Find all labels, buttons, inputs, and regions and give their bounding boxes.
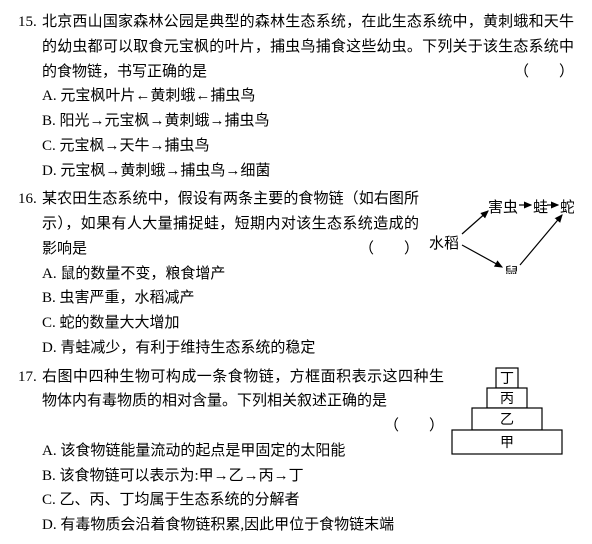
question-stem: 15. 北京西山国家森林公园是典型的森林生态系统，在此生态系统中，黄刺蛾和天牛的…: [18, 10, 574, 84]
options-list: A. 元宝枫叶片←黄刺蛾←捕虫鸟 B. 阳光→元宝枫→黄刺蛾→捕虫鸟 C. 元宝…: [18, 84, 574, 183]
question-number: 15.: [18, 10, 42, 84]
option-b: B. 虫害严重，水稻减产: [42, 286, 574, 311]
question-16: 16. 某农田生态系统中，假设有两条主要的食物链（如右图所示），如果有人大量捕捉…: [18, 187, 574, 360]
foodweb-svg: 水稻 害虫蛙蛇鼠: [426, 189, 574, 274]
svg-text:蛙: 蛙: [533, 199, 548, 216]
svg-text:丁: 丁: [500, 371, 514, 386]
svg-text:水稻: 水稻: [429, 235, 459, 252]
question-15: 15. 北京西山国家森林公园是典型的森林生态系统，在此生态系统中，黄刺蛾和天牛的…: [18, 10, 574, 183]
svg-text:蛇: 蛇: [560, 199, 574, 216]
option-d: D. 青蛙减少，有利于维持生态系统的稳定: [42, 336, 574, 361]
question-number: 17.: [18, 365, 42, 439]
question-17: 17. 右图中四种生物可构成一条食物链，方框面积表示这四种生物体内有毒物质的相对…: [18, 365, 574, 538]
question-stem: 16. 某农田生态系统中，假设有两条主要的食物链（如右图所示），如果有人大量捕捉…: [18, 187, 574, 261]
pyramid-diagram: 丁丙乙甲: [449, 365, 564, 465]
question-stem: 17. 右图中四种生物可构成一条食物链，方框面积表示这四种生物体内有毒物质的相对…: [18, 365, 574, 439]
svg-text:乙: 乙: [500, 411, 514, 427]
stem-content: 右图中四种生物可构成一条食物链，方框面积表示这四种生物体内有毒物质的相对含量。下…: [42, 369, 444, 410]
stem-content: 北京西山国家森林公园是典型的森林生态系统，在此生态系统中，黄刺蛾和天牛的幼虫都可…: [42, 14, 574, 80]
option-d: D. 有毒物质会沿着食物链积累,因此甲位于食物链末端: [42, 513, 574, 538]
question-text: 北京西山国家森林公园是典型的森林生态系统，在此生态系统中，黄刺蛾和天牛的幼虫都可…: [42, 10, 574, 84]
svg-text:甲: 甲: [500, 435, 514, 450]
options-list: A. 鼠的数量不变，粮食增产 B. 虫害严重，水稻减产 C. 蛇的数量大大增加 …: [18, 262, 574, 361]
question-number: 16.: [18, 187, 42, 261]
answer-paren: （ ）: [514, 60, 574, 85]
pyramid-svg: 丁丙乙甲: [449, 365, 564, 465]
option-c: C. 元宝枫→天牛→捕虫鸟: [42, 134, 574, 159]
svg-text:丙: 丙: [500, 391, 514, 406]
option-b: B. 阳光→元宝枫→黄刺蛾→捕虫鸟: [42, 109, 574, 134]
option-a: A. 元宝枫叶片←黄刺蛾←捕虫鸟: [42, 84, 574, 109]
svg-text:鼠: 鼠: [504, 265, 519, 274]
answer-paren: （ ）: [384, 414, 444, 439]
option-c: C. 乙、丙、丁均属于生态系统的分解者: [42, 488, 574, 513]
option-d: D. 元宝枫→黄刺蛾→捕虫鸟→细菌: [42, 159, 574, 184]
option-c: C. 蛇的数量大大增加: [42, 311, 574, 336]
svg-text:害虫: 害虫: [488, 199, 518, 216]
option-b: B. 该食物链可以表示为:甲→乙→丙→丁: [42, 464, 574, 489]
answer-paren: （ ）: [359, 237, 419, 262]
foodweb-diagram: 水稻 害虫蛙蛇鼠: [426, 189, 574, 274]
